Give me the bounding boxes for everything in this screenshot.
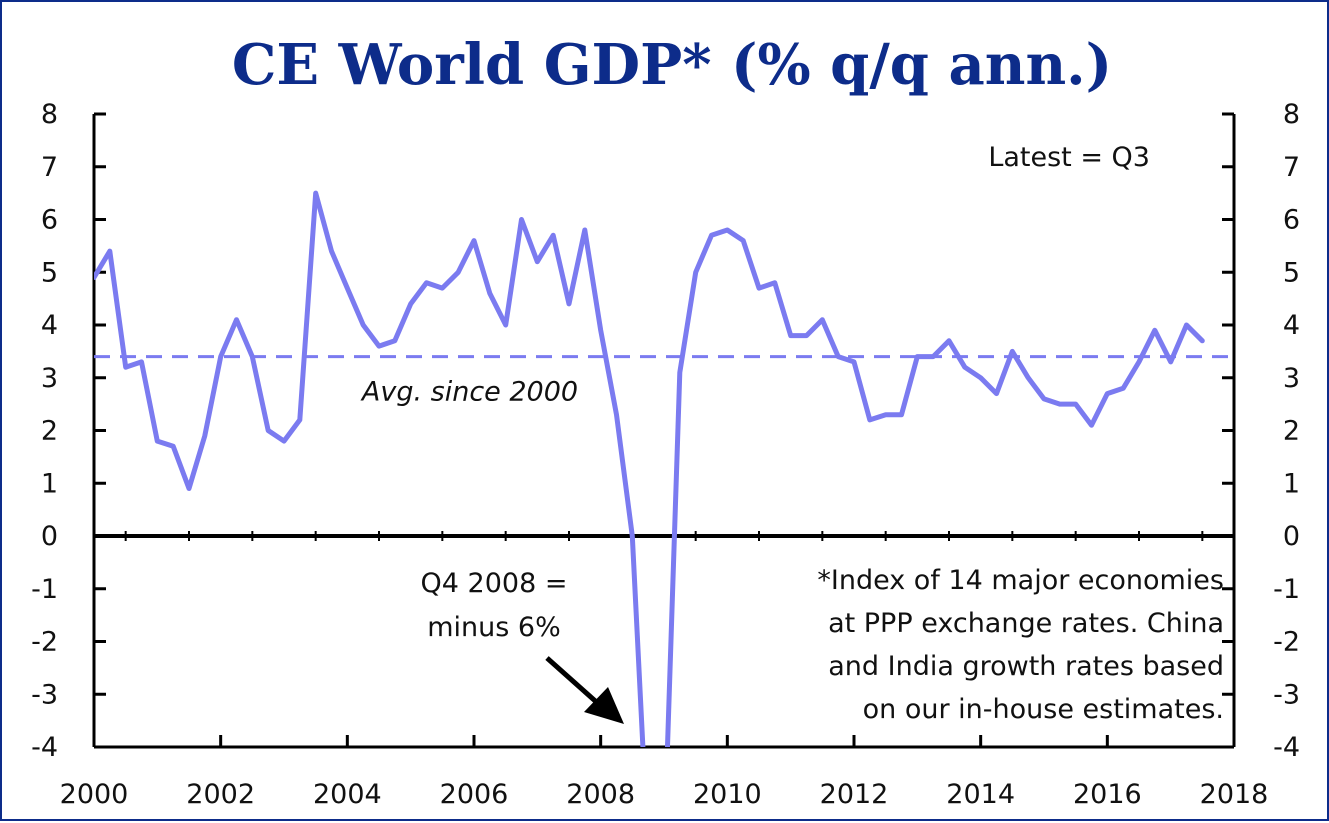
y-tick-label-right: -3 (1273, 679, 1300, 710)
x-tick-label: 2008 (566, 779, 635, 810)
q4-2008-annotation-line2: minus 6% (427, 612, 561, 643)
y-tick-label-right: 1 (1283, 468, 1300, 499)
y-tick-label-left: 5 (41, 257, 58, 288)
y-tick-label-left: 2 (41, 416, 58, 447)
y-tick-label-left: -4 (31, 732, 58, 763)
y-tick-label-right: 0 (1283, 521, 1300, 552)
annotations: Latest = Q3 Q4 2008 = minus 6% *Index of… (421, 142, 1224, 725)
y-tick-label-right: -1 (1273, 574, 1300, 605)
y-tick-label-left: -3 (31, 679, 58, 710)
y-tick-label-left: 7 (41, 152, 58, 183)
y-tick-label-left: 3 (41, 363, 58, 394)
q4-2008-annotation-line1: Q4 2008 = (421, 568, 568, 599)
arrow-shaft (545, 656, 604, 709)
x-tick-label: 2002 (186, 779, 255, 810)
y-tick-label-left: 6 (41, 205, 58, 236)
x-tick-label: 2012 (820, 779, 889, 810)
x-tick-label: 2016 (1073, 779, 1142, 810)
average-line-group: Avg. since 2000 (94, 355, 1234, 408)
y-tick-label-left: 4 (41, 310, 58, 341)
x-tick-label: 2004 (313, 779, 382, 810)
arrow-head-icon (584, 687, 624, 724)
y-tick-label-right: 4 (1283, 310, 1300, 341)
series-line-0 (94, 190, 1205, 747)
x-tick-label: 2014 (946, 779, 1015, 810)
y-tick-label-left: 1 (41, 468, 58, 499)
x-tick-label: 2010 (693, 779, 762, 810)
y-tick-label-left: -2 (31, 627, 58, 658)
footnote-line3: and India growth rates based (828, 651, 1224, 682)
latest-annotation: Latest = Q3 (988, 142, 1150, 173)
y-tick-label-right: 8 (1283, 99, 1300, 130)
y-tick-label-right: -4 (1273, 732, 1300, 763)
footnote-line2: at PPP exchange rates. China (828, 608, 1224, 639)
y-tick-label-right: 3 (1283, 363, 1300, 394)
footnote-line1: *Index of 14 major economies (817, 565, 1224, 596)
y-tick-label-left: 8 (41, 99, 58, 130)
y-tick-label-left: 0 (41, 521, 58, 552)
y-tick-label-right: 7 (1283, 152, 1300, 183)
x-tick-label: 2018 (1200, 779, 1269, 810)
y-tick-label-left: -1 (31, 574, 58, 605)
y-tick-label-right: 5 (1283, 257, 1300, 288)
chart-title: CE World GDP* (% q/q ann.) (232, 32, 1112, 98)
y-tick-label-right: -2 (1273, 627, 1300, 658)
x-tick-label: 2006 (440, 779, 509, 810)
average-line-label: Avg. since 2000 (360, 377, 578, 408)
x-tick-label: 2000 (60, 779, 129, 810)
y-tick-label-right: 6 (1283, 205, 1300, 236)
y-tick-label-right: 2 (1283, 416, 1300, 447)
series-group (94, 190, 1205, 747)
footnote-line4: on our in-house estimates. (863, 694, 1224, 725)
